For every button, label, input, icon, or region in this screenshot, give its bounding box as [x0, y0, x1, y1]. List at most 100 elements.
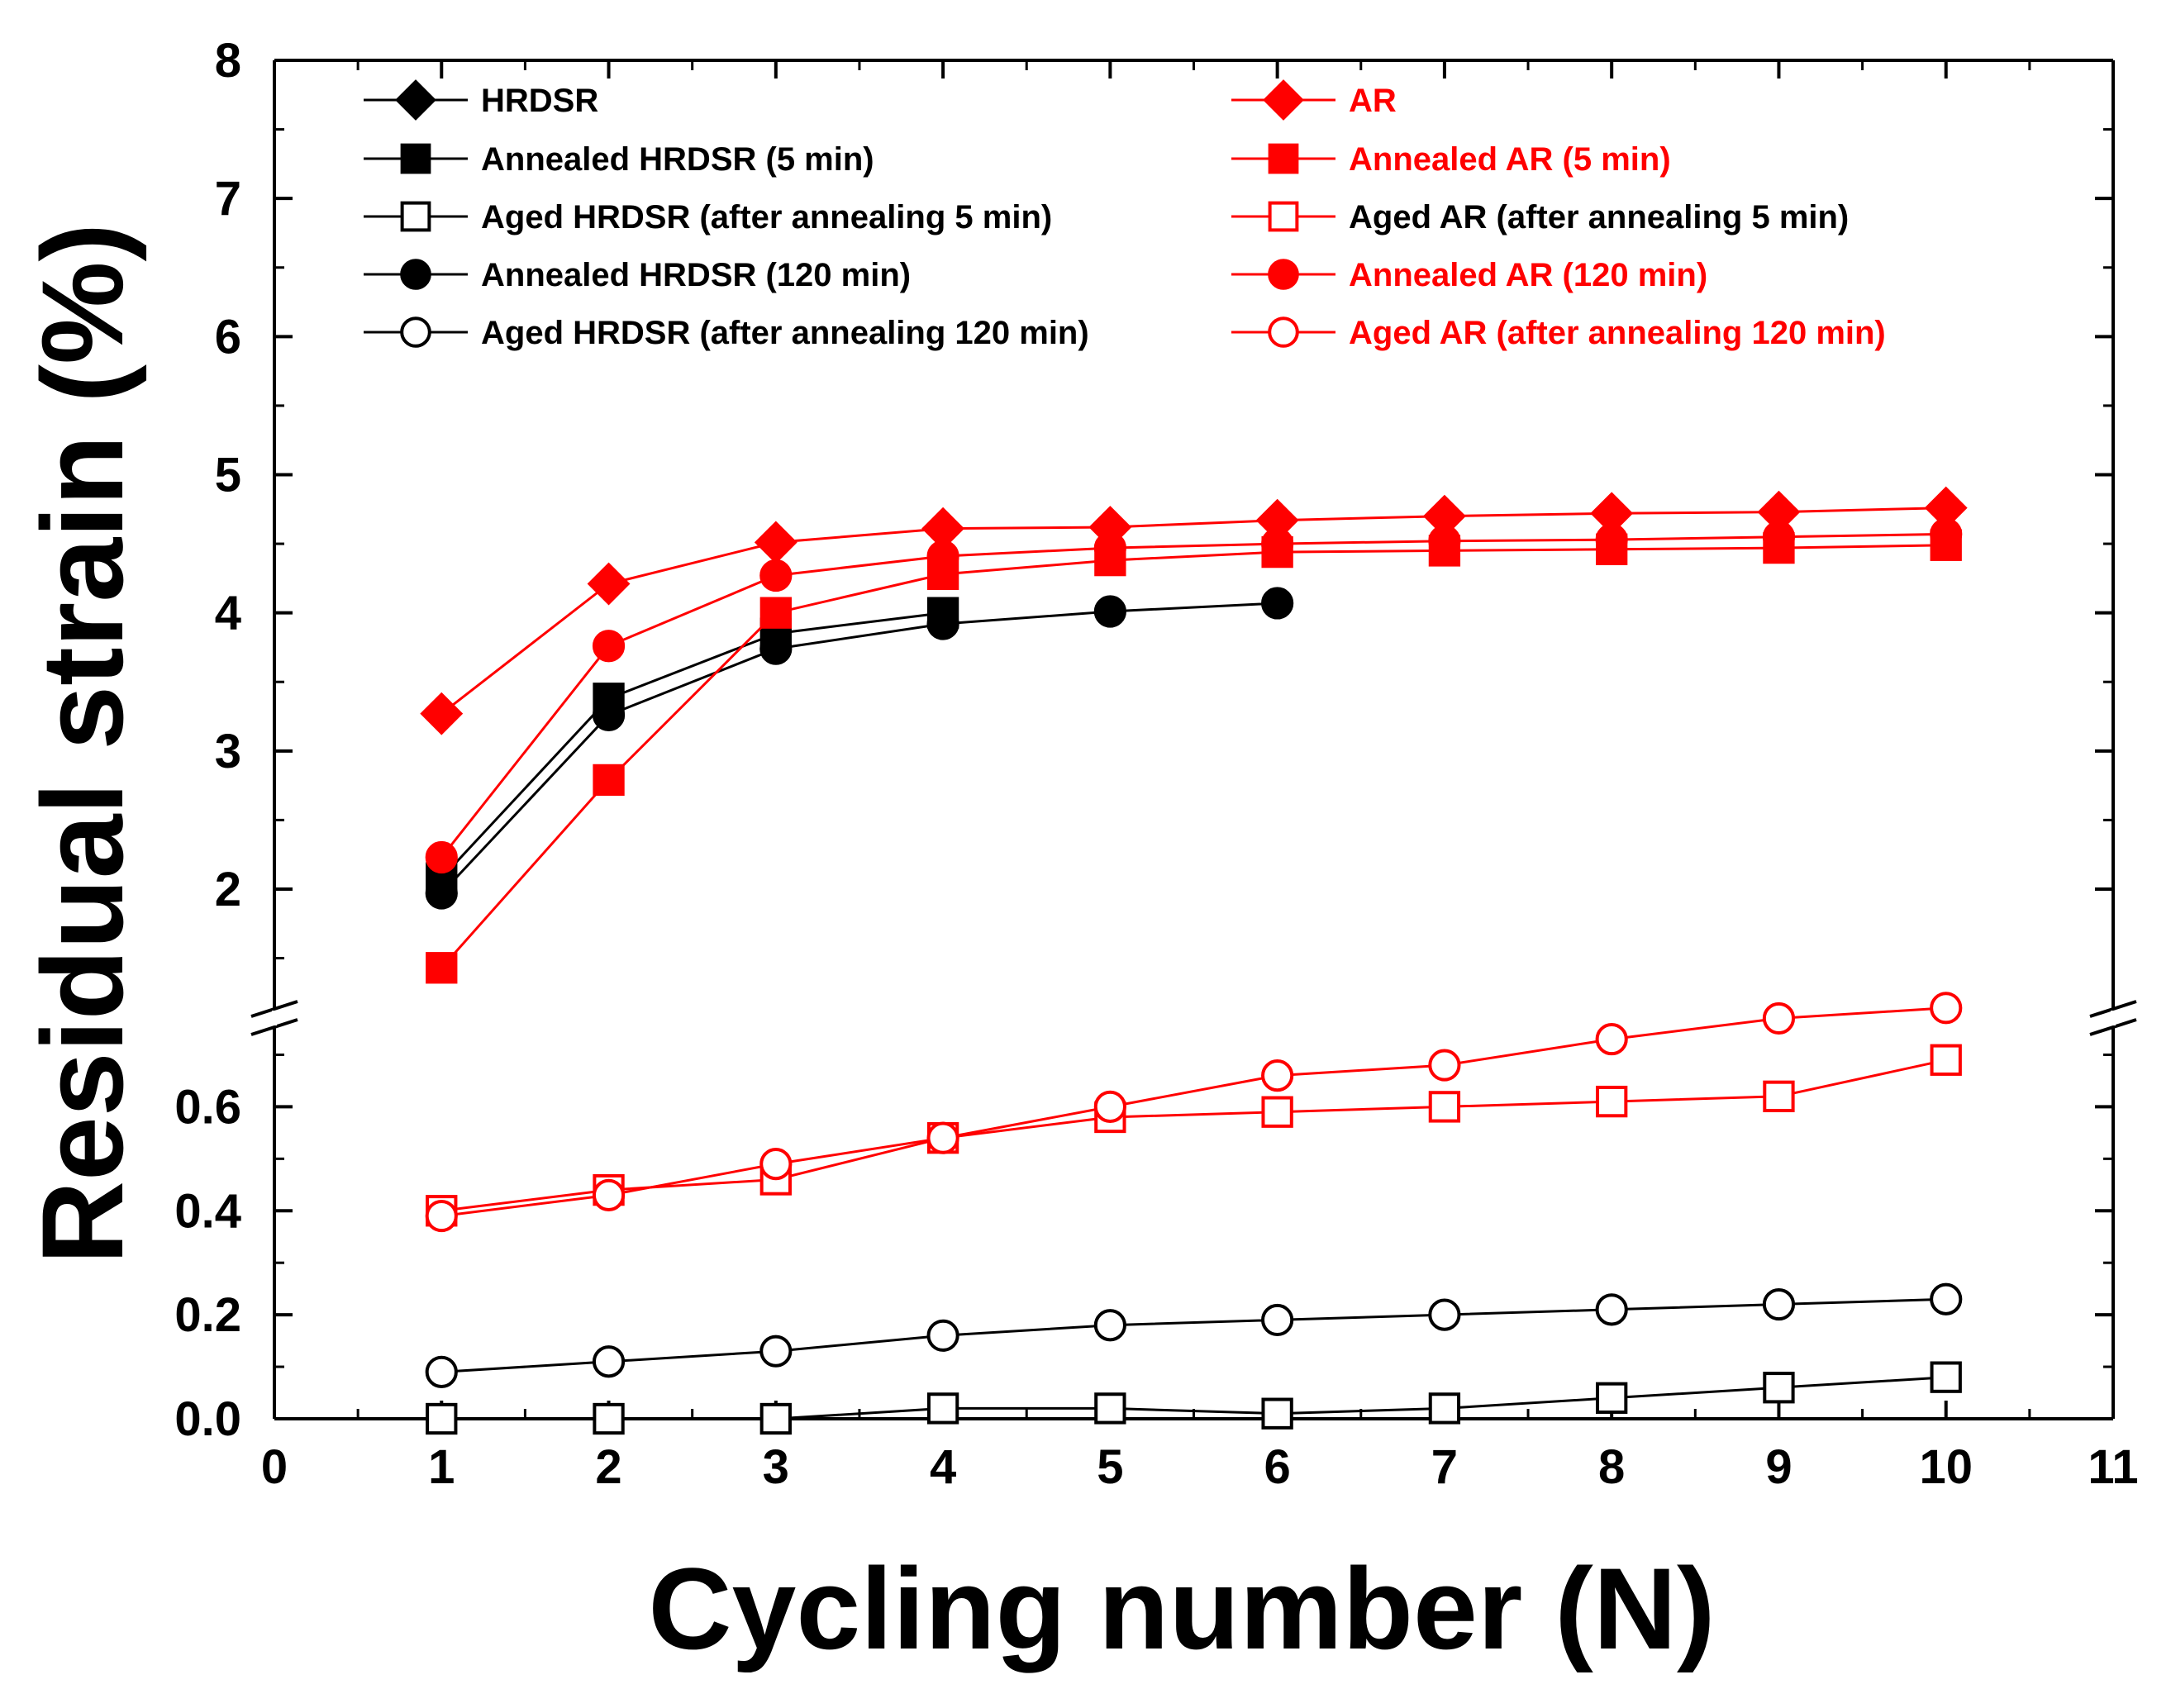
axis-break-mark [250, 1000, 298, 1018]
y-tick-label: 0.4 [174, 1184, 241, 1238]
x-tick-label: 10 [1919, 1440, 1973, 1494]
legend-label: Annealed HRDSR (120 min) [481, 257, 911, 293]
series-line [441, 1376, 1946, 1420]
data-point [759, 559, 793, 592]
data-point [1595, 1293, 1628, 1326]
legend-label: AR [1349, 83, 1397, 119]
data-point [1261, 587, 1294, 620]
x-tick-label: 7 [1431, 1440, 1458, 1494]
data-point [592, 698, 626, 731]
data-point [1930, 517, 1963, 550]
y-tick-label: 2 [215, 863, 241, 916]
data-point [759, 1148, 793, 1181]
axis-break-mark [2089, 1000, 2137, 1018]
legend-marker [1268, 143, 1299, 174]
series-2 [426, 1361, 1962, 1435]
data-point [759, 1335, 793, 1368]
legend-label: HRDSR [481, 83, 598, 119]
y-axis-title: Residual strain (%) [17, 223, 147, 1264]
legend-entry: Annealed HRDSR (120 min) [364, 257, 911, 293]
data-point [1930, 992, 1963, 1025]
data-point [1762, 1287, 1796, 1321]
data-point [420, 692, 464, 735]
legend-entry: Annealed AR (5 min) [1231, 141, 1671, 178]
data-point [1093, 1309, 1126, 1342]
data-point [1596, 1085, 1628, 1118]
data-point [1261, 1096, 1293, 1128]
data-point [1763, 1080, 1795, 1112]
data-point [1093, 595, 1126, 628]
y-tick-label: 0.0 [174, 1392, 241, 1446]
x-tick-label: 11 [2088, 1440, 2138, 1494]
data-point [1428, 525, 1461, 558]
y-tick-label: 4 [215, 587, 241, 640]
data-point [425, 1355, 458, 1388]
data-point [1428, 1392, 1461, 1425]
legend-marker [395, 79, 436, 121]
data-point [1261, 1303, 1294, 1337]
legend-marker [1268, 316, 1299, 348]
data-point [759, 597, 792, 629]
legend-marker [400, 259, 431, 290]
legend-entry: Aged HRDSR (after annealing 5 min) [364, 199, 1052, 236]
legend: HRDSR Annealed HRDSR (5 min) Aged HRDSR (a… [364, 79, 1886, 351]
axis-break-mark [250, 1018, 298, 1036]
axis-break-gap [2111, 1011, 2116, 1025]
data-point [593, 764, 625, 797]
series-line [440, 507, 1946, 715]
data-point [1595, 1022, 1628, 1056]
legend-entry: Aged HRDSR (after annealing 120 min) [364, 315, 1089, 351]
data-point [592, 1178, 626, 1211]
legend-marker [400, 316, 431, 348]
data-point [587, 562, 631, 606]
data-point [593, 1402, 625, 1435]
series-8 [425, 517, 1963, 874]
legend-marker [1268, 259, 1299, 290]
legend-entry: AR [1231, 79, 1397, 121]
data-point [592, 630, 626, 663]
data-point [759, 1402, 792, 1435]
series-line [441, 1006, 1946, 1218]
data-point [426, 1402, 458, 1435]
legend-entry: HRDSR [364, 79, 598, 121]
legend-label: Aged AR (after annealing 120 min) [1349, 315, 1886, 351]
y-tick-label: 0.6 [174, 1080, 241, 1134]
data-point [425, 1199, 458, 1233]
y-tick-label: 0.2 [174, 1288, 241, 1342]
y-tick-label: 7 [215, 172, 241, 226]
data-point [926, 540, 959, 573]
data-point [1763, 1372, 1795, 1404]
legend-label: Aged AR (after annealing 5 min) [1349, 199, 1849, 236]
plot-series [420, 486, 1968, 1435]
legend-label: Annealed AR (5 min) [1349, 141, 1671, 178]
data-point [1596, 1382, 1628, 1414]
legend-entry: Annealed AR (120 min) [1231, 257, 1707, 293]
legend-marker [1268, 201, 1299, 232]
series-line [440, 532, 1946, 859]
data-point [1094, 1392, 1126, 1425]
data-point [1930, 1282, 1963, 1315]
data-point [1261, 527, 1294, 560]
series-6 [426, 529, 1962, 984]
data-point [425, 877, 458, 910]
data-point [425, 840, 458, 874]
data-point [754, 521, 797, 564]
legend-label: Annealed AR (120 min) [1349, 257, 1707, 293]
data-point [1428, 1298, 1461, 1331]
data-point [1261, 1397, 1293, 1430]
legend-marker [400, 201, 431, 232]
data-point [1930, 1044, 1962, 1076]
data-point [1762, 1001, 1796, 1035]
series-line [440, 611, 944, 879]
data-point [592, 1345, 626, 1378]
data-point [1261, 1059, 1294, 1092]
axis-break-gap [272, 1011, 277, 1025]
legend-label: Aged HRDSR (after annealing 120 min) [481, 315, 1089, 351]
data-point [926, 1319, 959, 1352]
data-point [1093, 1090, 1126, 1124]
legend-marker [1263, 79, 1304, 121]
y-tick-label: 5 [215, 448, 241, 502]
legend-label: Annealed HRDSR (5 min) [481, 141, 874, 178]
data-point [1930, 1361, 1962, 1393]
